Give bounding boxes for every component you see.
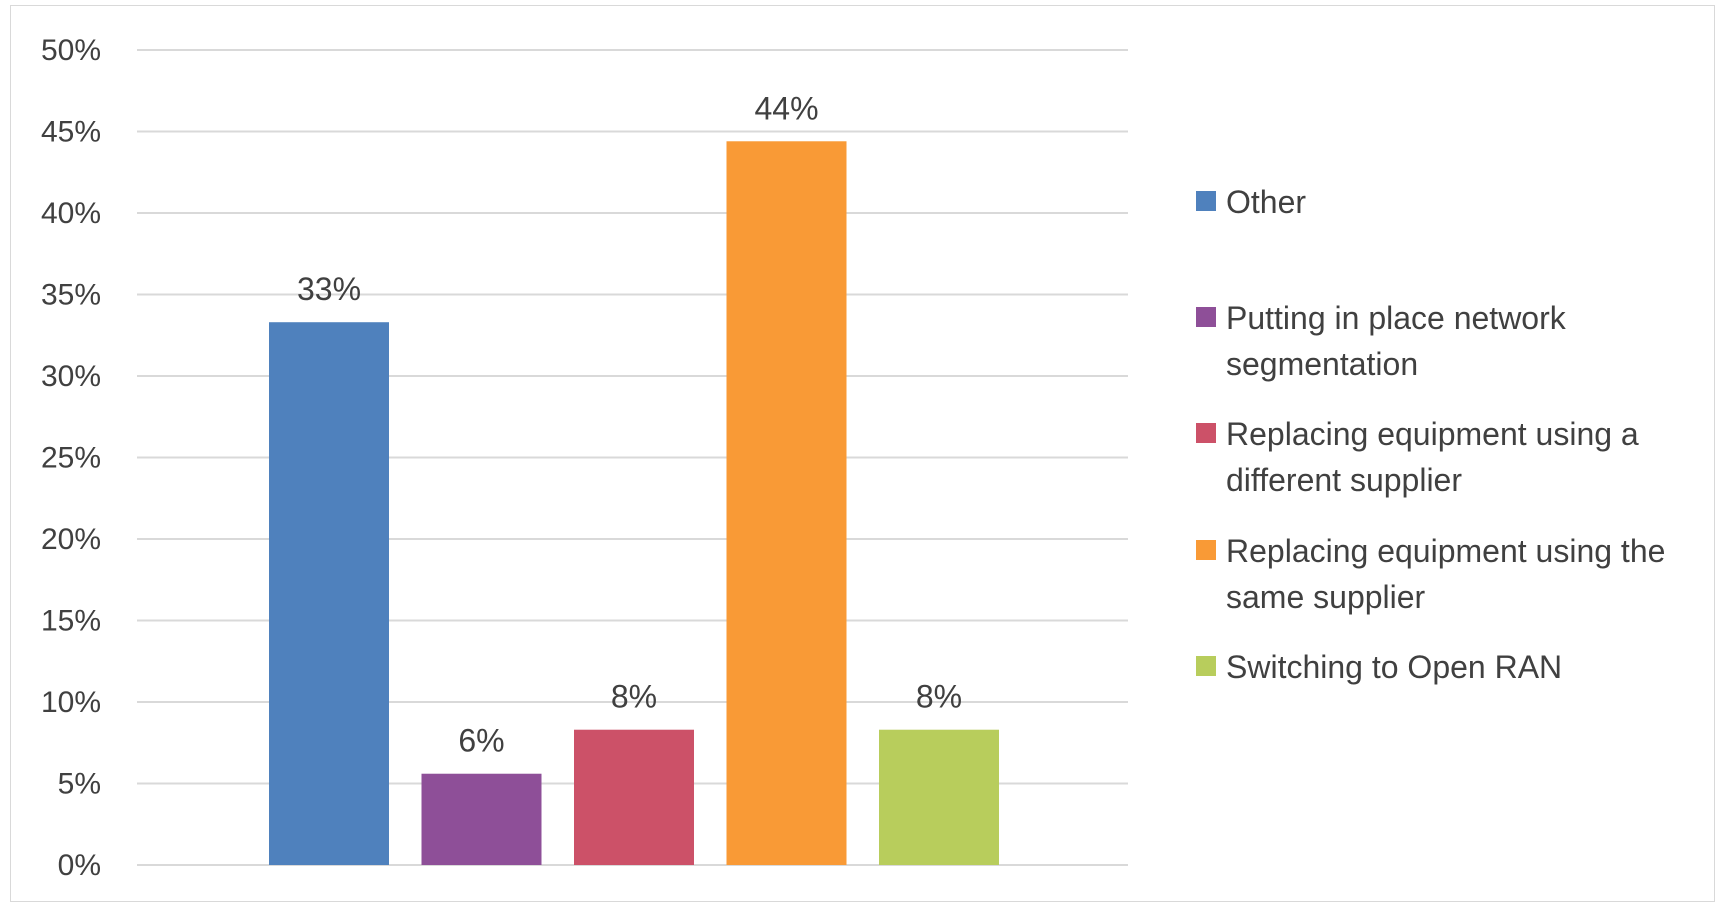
bar [879,729,999,865]
y-tick-label: 15% [41,605,101,638]
legend-swatch [1196,656,1216,676]
legend-swatch [1196,540,1216,560]
legend-swatch [1196,307,1216,327]
y-tick-label: 45% [41,116,101,149]
legend-label: Putting in place network [1226,300,1567,336]
legend-label: Replacing equipment using the [1226,533,1665,569]
legend-label: different supplier [1226,462,1462,498]
y-tick-label: 40% [41,197,101,230]
legend-swatch [1196,423,1216,443]
y-tick-label: 20% [41,523,101,556]
data-label: 44% [754,90,818,126]
bar [269,322,389,866]
legend-label: Switching to Open RAN [1226,649,1562,685]
bar [726,141,847,865]
legend-label: segmentation [1226,346,1418,382]
data-label: 33% [297,271,361,307]
y-tick-label: 30% [41,360,101,393]
y-tick-label: 0% [58,849,101,882]
y-tick-label: 35% [41,279,101,312]
data-label: 6% [458,723,504,759]
y-tick-label: 25% [41,442,101,475]
bar [574,729,694,865]
bar [421,773,542,865]
y-tick-label: 5% [58,768,101,801]
legend-swatch [1196,191,1216,211]
legend-label: Other [1226,184,1306,220]
legend-label: Replacing equipment using a [1226,416,1639,452]
data-label: 8% [611,679,657,715]
legend-label: same supplier [1226,579,1426,615]
y-tick-label: 50% [41,34,101,67]
y-tick-label: 10% [41,686,101,719]
data-label: 8% [916,679,962,715]
